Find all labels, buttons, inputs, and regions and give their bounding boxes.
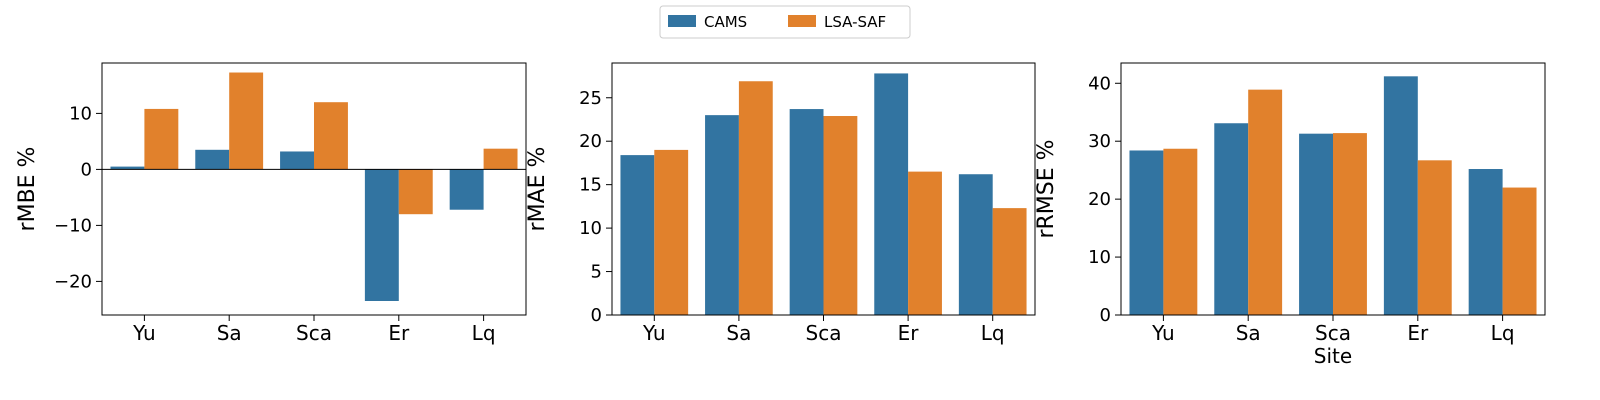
bar-rmae-cams-yu [620,155,655,315]
y-tick-label: 0 [81,159,92,180]
bar-rmbe-cams-lq [449,169,484,210]
bar-rrmse-cams-sca [1299,133,1333,315]
bar-rmbe-cams-er [364,169,399,301]
bar-rmbe-cams-yu [110,166,145,170]
x-tick-label: Er [388,321,410,345]
bar-rmae-lsa-saf-yu [654,149,689,315]
bar-rrmse-lsa-saf-er [1417,160,1452,315]
bar-rmbe-lsa-saf-yu [144,108,179,170]
chart-panel-rmbe: −20 −10 0 10 Yu Sa Sca Er Lq rMBE % [15,62,527,345]
legend-label-cams: CAMS [704,13,747,31]
bar-rrmse-cams-lq [1468,169,1503,315]
y-tick-label: 5 [591,262,602,283]
bar-rmbe-lsa-saf-lq [483,148,518,170]
bar-rmbe-lsa-saf-er [398,169,433,215]
y-axis-title: rMAE % [525,147,550,232]
bar-rmbe-cams-sa [195,149,230,170]
x-tick-label: Yu [132,321,156,345]
y-tick-label: 0 [591,305,602,326]
bar-rrmse-lsa-saf-sca [1333,133,1367,315]
x-tick-label: Lq [1491,321,1515,345]
bar-rmbe-lsa-saf-sa [229,72,264,170]
y-tick-label: 20 [1088,189,1111,210]
bar-rmae-lsa-saf-sa [738,81,773,315]
y-tick-label: 10 [1088,247,1111,268]
bar-rrmse-cams-yu [1129,150,1164,315]
bar-rmae-lsa-saf-sca [823,116,858,315]
y-tick-label: 25 [579,88,602,109]
bar-rmae-lsa-saf-er [908,171,942,315]
x-tick-label: Sa [1236,321,1261,345]
legend-label-lsa-saf: LSA-SAF [824,13,886,31]
x-tick-label: Er [898,321,920,345]
x-axis-title: Site [1314,344,1352,368]
bar-rmbe-lsa-saf-sca [314,102,348,170]
x-tick-label: Yu [1151,321,1175,345]
bar-rmae-cams-sa [705,115,739,315]
legend-swatch-cams [668,15,696,27]
legend: CAMS LSA-SAF [659,5,911,39]
y-tick-label: 40 [1088,73,1111,94]
x-tick-label: Yu [642,321,666,345]
x-tick-label: Sca [1315,321,1351,345]
y-tick-label: −20 [54,271,92,292]
y-tick-label: 20 [579,131,602,152]
y-axis-title: rRMSE % [1034,139,1059,238]
legend-frame [659,5,911,39]
chart-panel-rrmse: 0 10 20 30 40 Yu Sa Sca Er Lq rRMSE % Site [1034,62,1546,368]
bar-rrmse-cams-sa [1214,123,1249,315]
y-tick-label: 10 [579,218,602,239]
y-tick-label: 0 [1100,305,1111,326]
x-tick-label: Er [1407,321,1429,345]
x-tick-label: Sca [296,321,332,345]
bar-rmae-cams-sca [789,109,824,315]
bar-rrmse-cams-er [1383,76,1418,315]
y-axis-title: rMBE % [15,147,40,232]
legend-swatch-lsa-saf [788,15,816,27]
x-tick-label: Sca [806,321,842,345]
x-tick-label: Sa [217,321,242,345]
bar-rrmse-lsa-saf-yu [1163,148,1198,315]
y-tick-label: −10 [54,215,92,236]
y-tick-label: 30 [1088,131,1111,152]
bar-rmae-cams-lq [958,174,993,315]
x-tick-label: Sa [726,321,751,345]
bar-rmae-cams-er [874,73,909,316]
bar-rrmse-lsa-saf-lq [1502,187,1537,315]
chart-panel-rmae: 0 5 10 15 20 25 Yu Sa Sca Er Lq rMAE % [525,62,1036,345]
x-tick-label: Lq [981,321,1005,345]
bar-rmbe-cams-sca [280,151,314,170]
bar-rmae-lsa-saf-lq [992,208,1027,315]
y-tick-label: 15 [579,175,602,196]
bar-rrmse-lsa-saf-sa [1248,89,1283,316]
y-tick-label: 10 [69,103,92,124]
x-tick-label: Lq [472,321,496,345]
